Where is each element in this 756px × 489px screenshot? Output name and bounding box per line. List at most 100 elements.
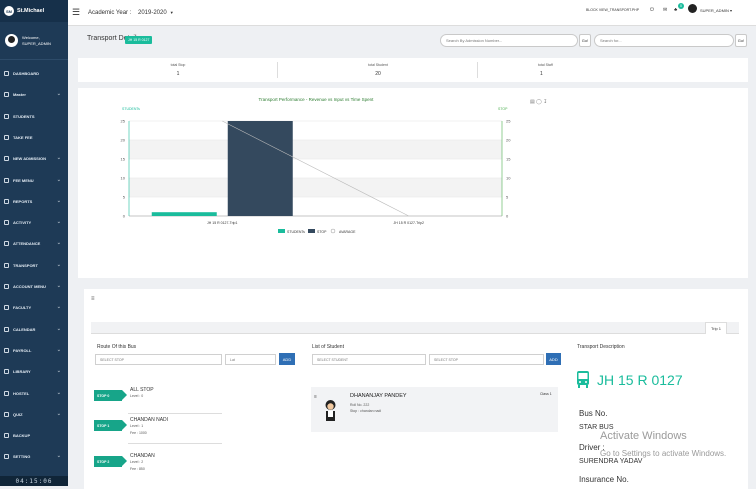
sidebar-item-label: LIBRARY	[13, 369, 31, 375]
sidebar-item-reports[interactable]: REPORTS ⌄	[0, 194, 68, 209]
y-tick-label-right: 20	[506, 138, 511, 143]
bus-number: JH 15 R 0127	[597, 372, 683, 388]
bell-icon[interactable]: ♣	[674, 7, 678, 13]
stat-value: 20	[375, 71, 381, 77]
sidebar-item-dashboard[interactable]: DASHBOARD	[0, 66, 68, 81]
sidebar-item-quiz[interactable]: QUIZ ⌄	[0, 407, 68, 422]
admission-go-button[interactable]: Go!	[579, 34, 591, 47]
sidebar-item-account-menu[interactable]: ACCOUNT MENU ⌄	[0, 279, 68, 294]
student-name: DHANANJAY PANDEY	[350, 393, 407, 399]
chevron-down-icon: ⌄	[56, 304, 61, 311]
sidebar-item-label: REPORTS	[13, 198, 33, 204]
sidebar-item-new-admission[interactable]: NEW ADMISSION ⌄	[0, 151, 68, 166]
menu-item-icon	[4, 198, 9, 204]
drag-handle-icon[interactable]: ≡	[314, 394, 317, 400]
clock: 04:15:06	[0, 476, 68, 486]
stop-tag[interactable]: STOP 0	[94, 390, 127, 401]
student-list-title: List of Student	[312, 344, 344, 350]
student-stop-select[interactable]: SELECT STOP	[429, 354, 544, 365]
transport-desc-title: Transport Description	[577, 344, 625, 350]
chevron-down-icon: ⌄	[56, 197, 61, 204]
admission-search-input[interactable]: Search By Admission Number...	[440, 34, 578, 47]
school-name: St.Michael	[17, 8, 45, 14]
search-input[interactable]: Search for...	[594, 34, 734, 47]
sidebar-item-payroll[interactable]: PAYROLL ⌄	[0, 343, 68, 358]
bus-number-button[interactable]: JH 15 R 0127	[125, 36, 153, 44]
sidebar-item-faculty[interactable]: FACULTY ⌄	[0, 300, 68, 315]
stat-value: 1	[176, 71, 180, 77]
bus-no-value: STAR BUS	[579, 424, 614, 431]
y-axis-label-left: STUDENTs	[122, 107, 140, 111]
stop-level: Level : 0	[130, 394, 144, 398]
legend-label: STUDENTs	[287, 230, 305, 234]
sidebar-item-activity[interactable]: ACTIVITY ⌄	[0, 215, 68, 230]
power-icon[interactable]: ⏻	[650, 7, 654, 13]
stat-label: total Student	[368, 63, 388, 67]
sidebar-item-label: NEW ADMISSION	[13, 156, 46, 162]
y-axis-label-right: STOP	[498, 107, 508, 111]
bar-stop	[227, 121, 293, 216]
sidebar-item-label: FACULTY	[13, 305, 32, 311]
sidebar-header: SM St.Michael	[0, 0, 68, 22]
legend-label: AVARAGE	[339, 230, 356, 234]
stop-name: ALL STOP	[130, 387, 154, 393]
search-go-button[interactable]: Go!	[735, 34, 747, 47]
student-add-button[interactable]: ADD	[546, 353, 561, 365]
sidebar-item-backup[interactable]: BACKUP	[0, 428, 68, 443]
stop-fee: Fee : 850	[130, 467, 145, 471]
chevron-down-icon: ⌄	[56, 176, 61, 183]
menu-item-icon	[4, 454, 9, 460]
academic-year-value: 2019-2020	[138, 10, 167, 16]
lat-input[interactable]: Lat	[225, 354, 276, 365]
chevron-down-icon: ⌄	[56, 219, 61, 226]
sidebar-item-fee-menu[interactable]: FEE MENU ⌄	[0, 173, 68, 188]
top-bar: ☰ Academic Year : 2019-2020 ▼ BLOCK VIEW_…	[68, 0, 756, 26]
tab-trip-1[interactable]: Trip 1	[705, 322, 727, 334]
student-select[interactable]: SELECT STUDENT	[312, 354, 426, 365]
chat-icon[interactable]: ✉	[663, 7, 668, 13]
stop-tag[interactable]: STOP 1	[94, 420, 127, 431]
user-avatar[interactable]	[688, 4, 697, 13]
avatar	[5, 34, 18, 47]
stat-label: total Staff	[538, 63, 553, 67]
chevron-down-icon: ⌄	[56, 410, 61, 417]
y-tick-label-left: 20	[121, 138, 126, 143]
sidebar: SM St.Michael Welcome, SUPER_ADMIN DASHB…	[0, 0, 68, 486]
menu-item-icon	[4, 113, 9, 119]
y-tick-label-right: 5	[506, 195, 509, 200]
sidebar-item-calendar[interactable]: CALENDAR ⌄	[0, 322, 68, 337]
stop-name: CHANDAN	[130, 453, 155, 459]
chart-toolbox-icons[interactable]: ▤ ◯ ↧	[530, 99, 548, 105]
chevron-down-icon: ▾	[730, 8, 733, 13]
sidebar-item-attendance[interactable]: ATTENDANCE ⌄	[0, 236, 68, 251]
student-card[interactable]	[311, 387, 558, 432]
menu-item-icon	[4, 262, 9, 268]
legend-swatch	[308, 229, 315, 233]
route-add-button[interactable]: ADD	[279, 353, 295, 365]
sidebar-item-label: ACTIVITY	[13, 220, 32, 226]
menu-icon[interactable]: ≡	[91, 296, 95, 302]
chevron-down-icon: ⌄	[56, 368, 61, 375]
stat-label: total Stop	[170, 63, 186, 67]
stop-tag[interactable]: STOP 2	[94, 456, 127, 467]
legend-swatch	[330, 228, 336, 234]
sidebar-item-label: QUIZ	[13, 411, 23, 417]
sidebar-item-master[interactable]: Master ⌄	[0, 87, 68, 102]
route-stop-select[interactable]: SELECT STOP	[95, 354, 222, 365]
chevron-down-icon: ⌄	[56, 240, 61, 247]
sidebar-item-library[interactable]: LIBRARY ⌄	[0, 364, 68, 379]
legend-label: STOP	[317, 230, 327, 234]
sidebar-item-students[interactable]: STUDENTS	[0, 109, 68, 124]
sidebar-item-transport[interactable]: TRANSPORT ⌄	[0, 258, 68, 273]
academic-year-select[interactable]: 2019-2020 ▼	[138, 10, 174, 16]
bus-no-label: Bus No.	[579, 409, 608, 418]
menu-item-icon	[4, 284, 9, 289]
y-tick-label-right: 25	[506, 119, 511, 124]
hamburger-icon[interactable]: ☰	[72, 7, 81, 17]
sidebar-item-take-fee[interactable]: TAKE FEE	[0, 130, 68, 145]
y-tick-label-right: 0	[506, 214, 509, 219]
sidebar-item-setting[interactable]: SETTING ⌄	[0, 449, 68, 464]
user-menu[interactable]: SUPER_ADMIN ▾	[700, 8, 732, 13]
sidebar-item-hostel[interactable]: HOSTEL ⌄	[0, 386, 68, 401]
menu-item-icon	[4, 411, 9, 417]
